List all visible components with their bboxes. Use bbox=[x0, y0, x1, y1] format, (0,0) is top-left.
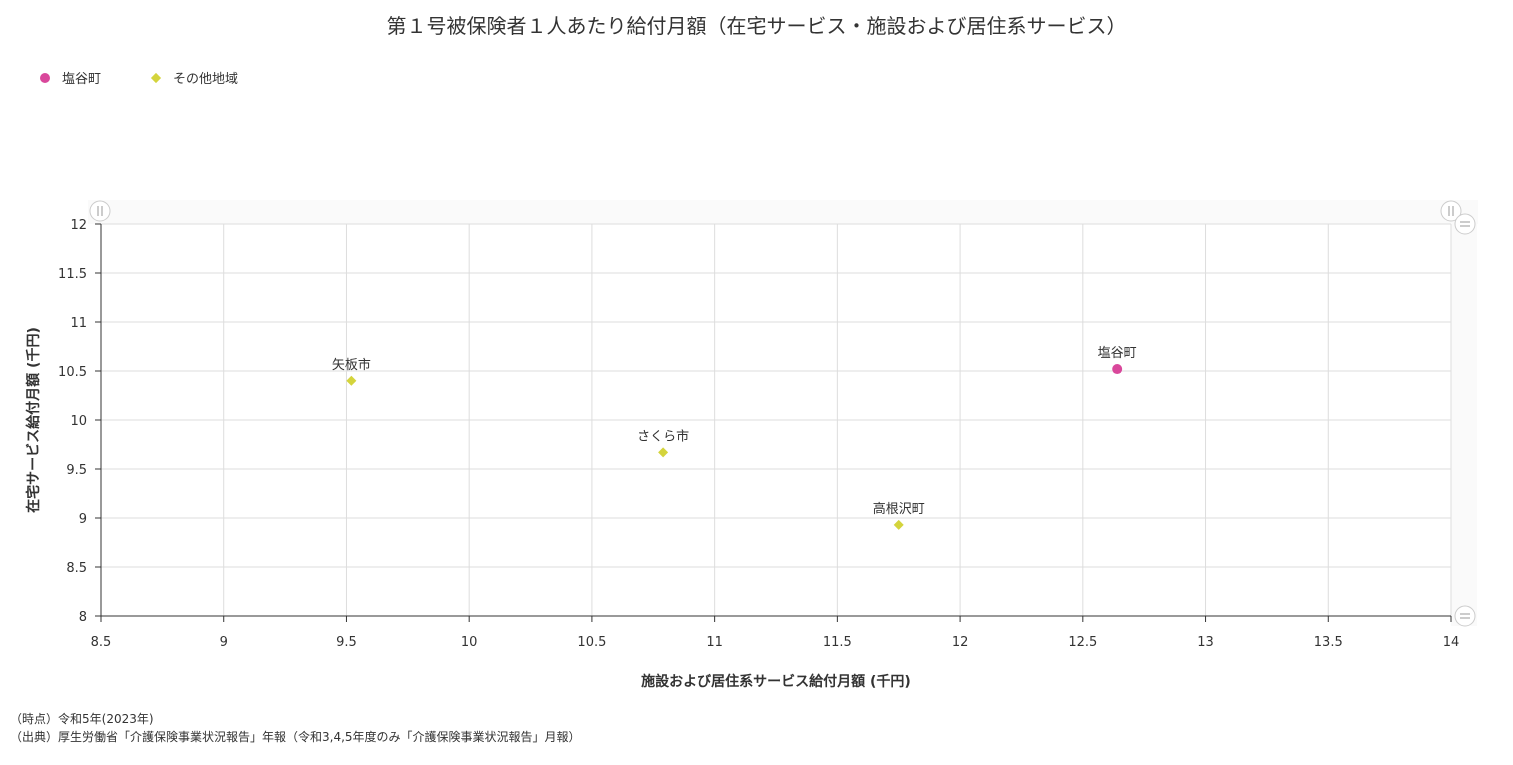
chart-title: 第１号被保険者１人あたり給付月額（在宅サービス・施設および居住系サービス） bbox=[386, 14, 1127, 38]
x-tick-label: 11 bbox=[706, 635, 723, 650]
x-tick-label: 10 bbox=[461, 635, 478, 650]
zoom-scrollbar-x bbox=[88, 200, 1478, 224]
y-axis-title: 在宅サービス給付月額 (千円) bbox=[25, 327, 42, 513]
x-tick-label: 13.5 bbox=[1314, 635, 1343, 650]
x-tick-label: 8.5 bbox=[91, 635, 112, 650]
y-tick-label: 9 bbox=[79, 512, 87, 527]
data-label: 高根沢町 bbox=[873, 501, 925, 517]
x-tick-label: 12.5 bbox=[1068, 635, 1097, 650]
y-tick-label: 11.5 bbox=[58, 267, 87, 282]
note-time: （時点）令和5年(2023年) bbox=[10, 712, 154, 726]
data-point-circle bbox=[1112, 364, 1123, 375]
x-tick-label: 13 bbox=[1197, 635, 1214, 650]
y-tick-label: 8.5 bbox=[66, 561, 87, 576]
data-point-diamond bbox=[893, 519, 904, 530]
legend-label: 塩谷町 bbox=[62, 72, 102, 87]
x-tick-label: 9 bbox=[220, 635, 228, 650]
data-point-diamond bbox=[658, 447, 669, 458]
x-tick-label: 14 bbox=[1443, 635, 1460, 650]
zoom-handle-x-start bbox=[89, 200, 111, 222]
y-tick-label: 12 bbox=[70, 218, 87, 233]
data-label: 矢板市 bbox=[332, 357, 371, 373]
scatter-chart: 8.5 9 9.5 10 10.5 11 11.5 12 12.5 13 13.5 14 8 8.5 9 9.… bbox=[25, 200, 1478, 690]
x-tick-label: 12 bbox=[952, 635, 969, 650]
x-axis-title: 施設および居住系サービス給付月額 (千円) bbox=[641, 673, 911, 690]
zoom-handle-x-end bbox=[1440, 200, 1462, 222]
data-label: さくら市 bbox=[637, 428, 689, 444]
zoom-scrollbar-y bbox=[1451, 212, 1477, 626]
legend-marker-circle bbox=[40, 72, 50, 83]
data-point-diamond bbox=[346, 375, 357, 386]
note-source: （出典）厚生労働省「介護保険事業状況報告」年報（令和3,4,5年度のみ「介護保険… bbox=[10, 730, 581, 744]
y-tick-label: 11 bbox=[70, 316, 87, 331]
x-tick-label: 11.5 bbox=[823, 635, 852, 650]
legend-item-series-0[interactable]: 塩谷町 bbox=[40, 68, 101, 87]
y-tick-label: 10.5 bbox=[58, 365, 87, 380]
y-tick-label: 8 bbox=[79, 610, 87, 625]
legend: 塩谷町 その他地域 bbox=[40, 68, 288, 87]
data-label: 塩谷町 bbox=[1098, 346, 1137, 361]
notes: （時点）令和5年(2023年) （出典）厚生労働省「介護保険事業状況報告」年報（… bbox=[10, 710, 581, 746]
y-tick-label: 9.5 bbox=[66, 463, 87, 478]
legend-item-series-1[interactable]: その他地域 bbox=[150, 68, 239, 87]
zoom-handle-y-end bbox=[1454, 605, 1476, 627]
legend-label: その他地域 bbox=[173, 72, 239, 87]
x-tick-label: 9.5 bbox=[336, 635, 357, 650]
x-tick-label: 10.5 bbox=[577, 635, 606, 650]
zoom-handle-y-start bbox=[1454, 213, 1476, 235]
y-tick-label: 10 bbox=[70, 414, 87, 429]
